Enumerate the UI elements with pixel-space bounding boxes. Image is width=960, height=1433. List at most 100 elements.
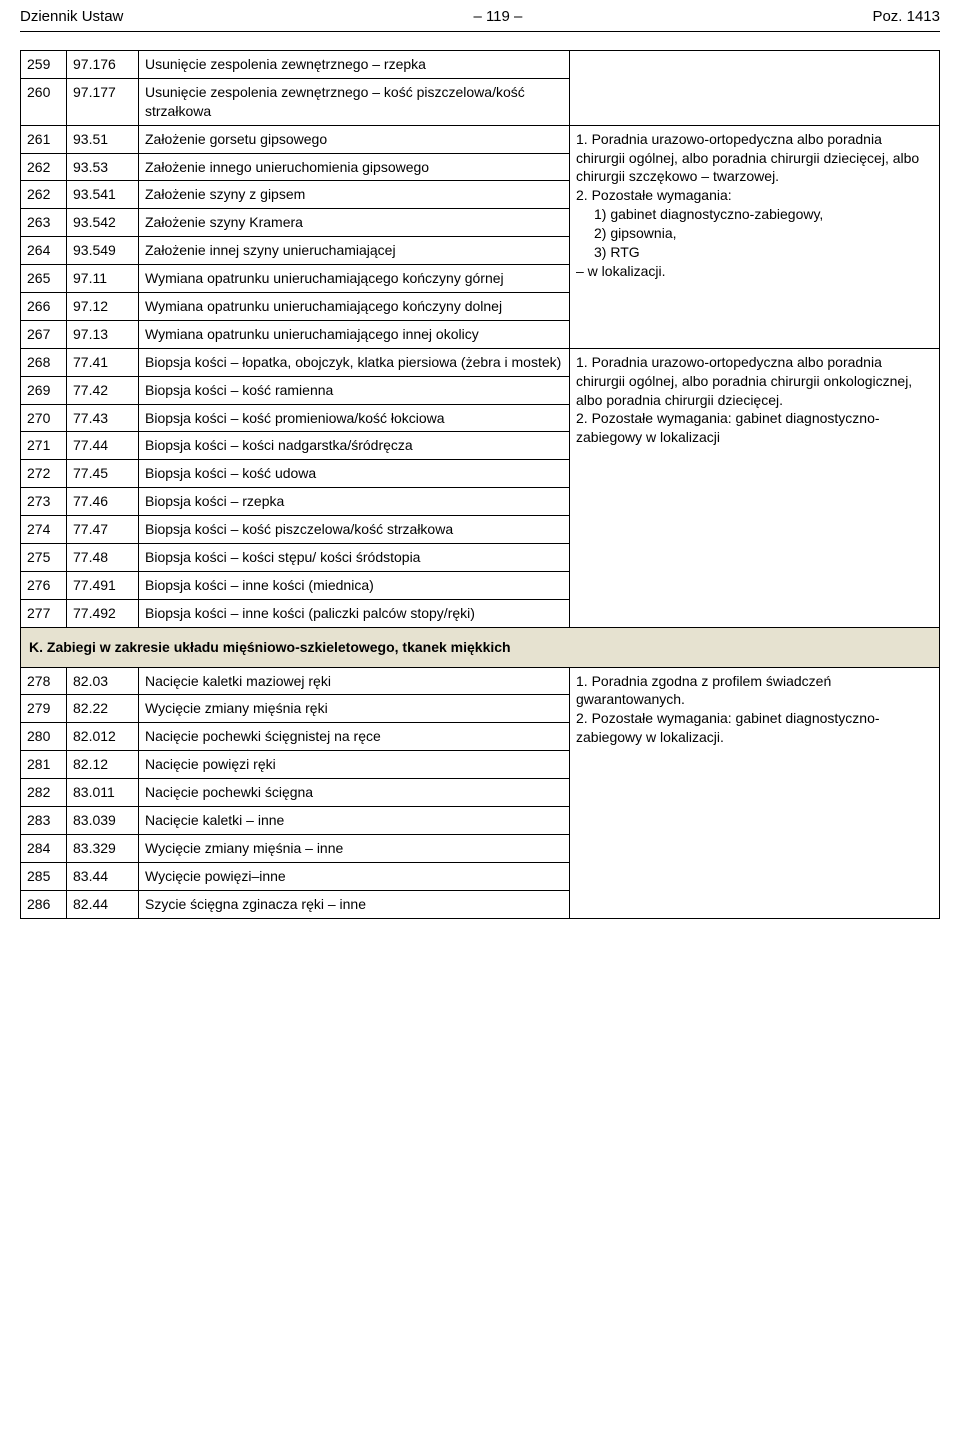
- table-row: 26877.41Biopsja kości – łopatka, obojczy…: [21, 348, 940, 376]
- row-code: 93.542: [67, 209, 139, 237]
- row-code: 97.176: [67, 51, 139, 79]
- row-code: 97.11: [67, 265, 139, 293]
- row-number: 281: [21, 751, 67, 779]
- row-number: 283: [21, 807, 67, 835]
- row-description: Wymiana opatrunku unieruchamiającego koń…: [139, 293, 570, 321]
- req-subline: 3) RTG: [594, 243, 933, 262]
- row-number: 280: [21, 723, 67, 751]
- row-number: 259: [21, 51, 67, 79]
- req-line: 2. Pozostałe wymagania: gabinet diagnost…: [576, 409, 933, 447]
- row-number: 275: [21, 544, 67, 572]
- row-code: 83.329: [67, 834, 139, 862]
- row-description: Usunięcie zespolenia zewnętrznego – kość…: [139, 78, 570, 125]
- row-number: 279: [21, 695, 67, 723]
- row-description: Wycięcie powięzi–inne: [139, 862, 570, 890]
- row-code: 93.51: [67, 125, 139, 153]
- row-description: Założenie szyny Kramera: [139, 209, 570, 237]
- row-code: 93.549: [67, 237, 139, 265]
- row-description: Biopsja kości – kości nadgarstka/śródręc…: [139, 432, 570, 460]
- row-code: 82.44: [67, 890, 139, 918]
- req-subline: 1) gabinet diagnostyczno-zabiegowy,: [594, 205, 933, 224]
- row-code: 97.177: [67, 78, 139, 125]
- row-description: Biopsja kości – kość ramienna: [139, 376, 570, 404]
- page-header: Dziennik Ustaw – 119 – Poz. 1413: [0, 0, 960, 31]
- row-code: 82.12: [67, 751, 139, 779]
- row-description: Nacięcie powięzi ręki: [139, 751, 570, 779]
- req-line: 1. Poradnia zgodna z profilem świadczeń …: [576, 672, 933, 710]
- header-right: Poz. 1413: [872, 8, 940, 25]
- row-number: 263: [21, 209, 67, 237]
- section-header-row: K. Zabiegi w zakresie układu mięśniowo-s…: [21, 627, 940, 667]
- requirements-cell: 1. Poradnia zgodna z profilem świadczeń …: [570, 667, 940, 918]
- row-number: 269: [21, 376, 67, 404]
- row-code: 77.47: [67, 516, 139, 544]
- row-number: 272: [21, 460, 67, 488]
- row-code: 77.48: [67, 544, 139, 572]
- row-number: 274: [21, 516, 67, 544]
- row-number: 260: [21, 78, 67, 125]
- row-description: Założenie innej szyny unieruchamiającej: [139, 237, 570, 265]
- req-line: 1. Poradnia urazowo-ortopedyczna albo po…: [576, 353, 933, 410]
- row-number: 276: [21, 571, 67, 599]
- row-code: 82.03: [67, 667, 139, 695]
- row-description: Biopsja kości – łopatka, obojczyk, klatk…: [139, 348, 570, 376]
- row-code: 82.22: [67, 695, 139, 723]
- requirements-cell: [570, 51, 940, 126]
- row-number: 262: [21, 181, 67, 209]
- requirements-cell: 1. Poradnia urazowo-ortopedyczna albo po…: [570, 348, 940, 627]
- req-subline: 2) gipsownia,: [594, 224, 933, 243]
- row-description: Szycie ścięgna zginacza ręki – inne: [139, 890, 570, 918]
- content: 25997.176Usunięcie zespolenia zewnętrzne…: [0, 50, 960, 939]
- row-number: 266: [21, 293, 67, 321]
- procedures-table: 25997.176Usunięcie zespolenia zewnętrzne…: [20, 50, 940, 919]
- row-code: 77.46: [67, 488, 139, 516]
- row-code: 77.491: [67, 571, 139, 599]
- row-code: 77.41: [67, 348, 139, 376]
- row-description: Wycięcie zmiany mięśnia – inne: [139, 834, 570, 862]
- row-code: 77.492: [67, 599, 139, 627]
- row-code: 77.43: [67, 404, 139, 432]
- row-description: Założenie gorsetu gipsowego: [139, 125, 570, 153]
- row-code: 83.44: [67, 862, 139, 890]
- row-code: 83.011: [67, 779, 139, 807]
- row-description: Nacięcie kaletki – inne: [139, 807, 570, 835]
- row-number: 284: [21, 834, 67, 862]
- row-number: 261: [21, 125, 67, 153]
- row-description: Wycięcie zmiany mięśnia ręki: [139, 695, 570, 723]
- row-description: Założenie szyny z gipsem: [139, 181, 570, 209]
- header-center: – 119 –: [473, 8, 522, 25]
- row-description: Biopsja kości – kość piszczelowa/kość st…: [139, 516, 570, 544]
- row-description: Biopsja kości – kości stępu/ kości śróds…: [139, 544, 570, 572]
- row-code: 97.12: [67, 293, 139, 321]
- row-description: Wymiana opatrunku unieruchamiającego inn…: [139, 320, 570, 348]
- req-line: 1. Poradnia urazowo-ortopedyczna albo po…: [576, 130, 933, 187]
- header-rule: [20, 31, 940, 32]
- row-description: Nacięcie kaletki maziowej ręki: [139, 667, 570, 695]
- row-description: Biopsja kości – inne kości (miednica): [139, 571, 570, 599]
- row-number: 285: [21, 862, 67, 890]
- row-code: 83.039: [67, 807, 139, 835]
- row-description: Biopsja kości – inne kości (paliczki pal…: [139, 599, 570, 627]
- row-code: 82.012: [67, 723, 139, 751]
- requirements-cell: 1. Poradnia urazowo-ortopedyczna albo po…: [570, 125, 940, 348]
- req-line: 2. Pozostałe wymagania: gabinet diagnost…: [576, 709, 933, 747]
- row-number: 265: [21, 265, 67, 293]
- row-number: 264: [21, 237, 67, 265]
- row-number: 262: [21, 153, 67, 181]
- row-number: 273: [21, 488, 67, 516]
- header-left: Dziennik Ustaw: [20, 8, 123, 25]
- row-number: 267: [21, 320, 67, 348]
- table-row: 26193.51Założenie gorsetu gipsowego1. Po…: [21, 125, 940, 153]
- row-description: Biopsja kości – kość udowa: [139, 460, 570, 488]
- row-description: Wymiana opatrunku unieruchamiającego koń…: [139, 265, 570, 293]
- row-description: Biopsja kości – rzepka: [139, 488, 570, 516]
- row-code: 97.13: [67, 320, 139, 348]
- row-number: 271: [21, 432, 67, 460]
- table-row: 25997.176Usunięcie zespolenia zewnętrzne…: [21, 51, 940, 79]
- row-code: 77.42: [67, 376, 139, 404]
- row-code: 93.541: [67, 181, 139, 209]
- row-number: 278: [21, 667, 67, 695]
- table-row: 27882.03Nacięcie kaletki maziowej ręki1.…: [21, 667, 940, 695]
- row-number: 268: [21, 348, 67, 376]
- row-number: 277: [21, 599, 67, 627]
